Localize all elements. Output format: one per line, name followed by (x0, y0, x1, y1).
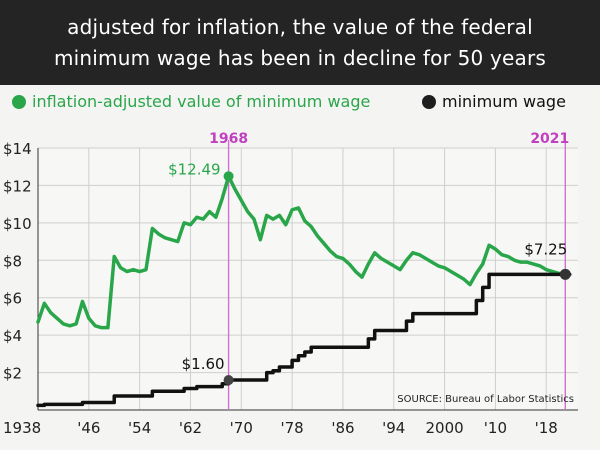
x-tick-label: '62 (179, 419, 202, 437)
y-tick-label: $8 (3, 252, 22, 270)
x-tick-label: '70 (230, 419, 253, 437)
x-tick-label: '86 (331, 419, 354, 437)
x-tick-label: '10 (484, 419, 507, 437)
x-tick-label: '54 (128, 419, 151, 437)
legend-item-minimum-wage: minimum wage (422, 92, 566, 111)
annotation-label-1968: 1968 (209, 131, 248, 147)
chart-title-bar: adjusted for inflation, the value of the… (0, 0, 600, 85)
series-line-minimum-wage (36, 272, 572, 408)
data-label-1-60: $1.60 (182, 355, 225, 373)
series-line-inflation-adjusted (36, 174, 568, 330)
point-2021-minimum-wage (559, 268, 571, 280)
legend-item-inflation-adjusted: inflation-adjusted value of minimum wage (12, 92, 370, 111)
y-tick-label: $6 (3, 290, 22, 308)
legend-label-inflation-adjusted: inflation-adjusted value of minimum wage (32, 92, 371, 111)
data-label-12-49: $12.49 (168, 160, 221, 178)
point-1968-adjusted (223, 171, 234, 182)
annotation-label-2021: 2021 (530, 131, 569, 147)
legend-label-minimum-wage: minimum wage (442, 92, 566, 111)
legend-dot-black (422, 94, 436, 109)
plot-area (38, 148, 578, 410)
point-1968-minimum-wage (223, 375, 234, 386)
title-line-1: adjusted for inflation, the value of the… (67, 14, 533, 39)
y-tick-label: $10 (3, 215, 32, 233)
data-label-7-25: $7.25 (524, 240, 567, 258)
source-note: SOURCE: Bureau of Labor Statistics (397, 394, 574, 405)
y-tick-label: $12 (3, 177, 32, 195)
y-tick-label: $14 (3, 140, 32, 158)
x-tick-label: '18 (535, 419, 558, 437)
legend-dot-green (12, 94, 26, 109)
x-tick-label: '46 (77, 419, 100, 437)
legend: inflation-adjusted value of minimum wage… (0, 88, 600, 118)
y-tick-label: $2 (3, 365, 22, 383)
x-tick-label: '94 (382, 419, 405, 437)
x-tick-label: 2000 (425, 419, 463, 437)
x-tick-label: 1938 (3, 419, 41, 437)
title-line-2: minimum wage has been in decline for 50 … (53, 45, 547, 70)
x-tick-label: '78 (281, 419, 304, 437)
y-tick-label: $4 (3, 327, 22, 345)
